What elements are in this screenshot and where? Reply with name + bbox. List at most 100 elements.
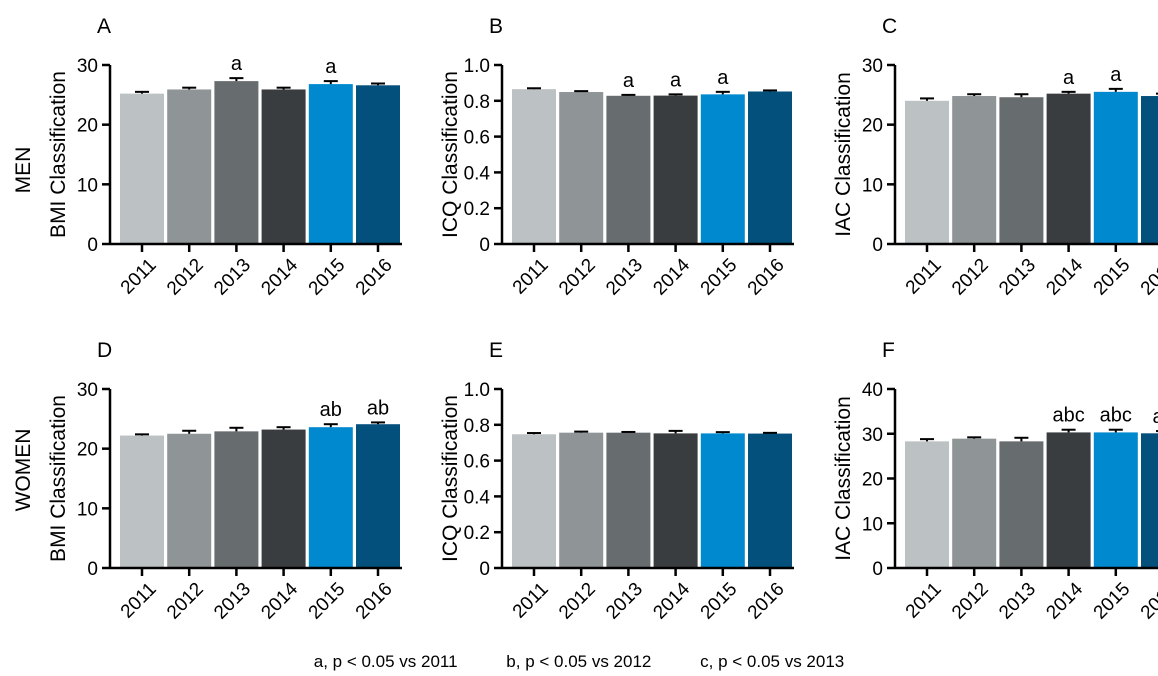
bar-2016 <box>1141 96 1158 244</box>
bar-2015 <box>700 433 745 568</box>
y-tick-label: 0 <box>87 235 98 256</box>
y-tick-label: 20 <box>862 116 883 137</box>
footnote-a: a, p < 0.05 vs 2011 <box>313 652 458 671</box>
bar-2014 <box>261 429 306 568</box>
x-tick-label: 2014 <box>257 578 302 623</box>
y-tick-label: 30 <box>862 425 883 446</box>
bar-2014 <box>1046 93 1091 244</box>
bar-2014 <box>653 95 698 244</box>
y-tick-label: 0.2 <box>464 199 490 220</box>
x-tick-label: 2013 <box>210 255 255 300</box>
row-label-women: WOMEN <box>12 429 35 512</box>
x-tick-label: 2014 <box>649 578 694 623</box>
x-tick-label: 2015 <box>697 579 742 624</box>
significance-label: a <box>325 56 337 78</box>
panel-letter-e: E <box>489 339 503 362</box>
y-tick-label: 30 <box>862 56 883 77</box>
x-tick-label: 2015 <box>1090 579 1135 624</box>
significance-label: a <box>717 67 729 89</box>
y-tick-label: 0.4 <box>464 487 491 508</box>
footnote: a, p < 0.05 vs 2011 b, p < 0.05 vs 2012 … <box>0 652 1158 672</box>
x-tick-label: 2012 <box>163 255 208 300</box>
x-tick-label: 2016 <box>744 579 789 624</box>
significance-label: abc <box>1100 405 1132 427</box>
bar-2012 <box>559 432 604 568</box>
bar-2012 <box>167 433 212 568</box>
y-tick-label: 30 <box>77 380 98 401</box>
panel-letter-a: A <box>97 15 111 38</box>
significance-label: abc <box>1052 405 1084 427</box>
bar-2015 <box>1093 432 1138 568</box>
panel-letter-b: B <box>489 15 503 38</box>
bar-2012 <box>952 438 997 568</box>
x-tick-label: 2015 <box>697 255 742 300</box>
x-tick-label: 2012 <box>948 579 993 624</box>
y-tick-label: 20 <box>862 470 883 491</box>
y-axis-label: IAC Classification <box>832 72 855 237</box>
panel-letter-f: F <box>882 339 895 362</box>
panel-letter-d: D <box>97 339 112 362</box>
bar-2013 <box>606 432 651 568</box>
x-tick-label: 2012 <box>948 255 993 300</box>
y-tick-label: 0 <box>479 235 490 256</box>
bar-2015 <box>308 84 353 245</box>
bar-2013 <box>214 431 259 568</box>
y-tick-label: 0.6 <box>464 452 490 473</box>
bar-2015 <box>700 94 745 244</box>
y-tick-label: 0 <box>872 559 883 580</box>
bar-2013 <box>606 95 651 245</box>
bar-2011 <box>120 435 164 568</box>
significance-label: ab <box>320 399 342 421</box>
x-tick-label: 2014 <box>1042 578 1087 623</box>
y-tick-label: 1.0 <box>464 380 490 401</box>
bar-2016 <box>356 424 400 568</box>
footnote-c: c, p < 0.05 vs 2013 <box>700 652 845 671</box>
bar-2016 <box>1141 433 1158 568</box>
panel-f: F IAC Classification 0 10 20 30 40 2011 2012 2013… <box>832 339 1158 623</box>
x-tick-label: 2015 <box>305 255 350 300</box>
x-tick-label: 2012 <box>555 255 600 300</box>
x-tick-label: 2013 <box>602 579 647 624</box>
bar-2013 <box>999 97 1044 244</box>
y-tick-label: 0.2 <box>464 523 490 544</box>
x-tick-label: 2012 <box>555 579 600 624</box>
bar-2011 <box>120 93 164 244</box>
y-tick-label: 30 <box>77 56 98 77</box>
y-tick-label: 1.0 <box>464 56 490 77</box>
panel-c: C IAC Classification 0 10 20 30 2011 2012 2013 a 2… <box>832 15 1158 299</box>
significance-label: a <box>1063 67 1075 89</box>
bar-2014 <box>1046 432 1091 568</box>
y-axis-label: ICQ Classification <box>439 395 462 562</box>
x-tick-label: 2016 <box>1137 255 1158 300</box>
x-tick-label: 2011 <box>509 255 553 299</box>
y-tick-label: 20 <box>77 116 98 137</box>
significance-label: a <box>670 69 682 91</box>
x-tick-label: 2013 <box>995 255 1040 300</box>
y-tick-label: 20 <box>77 440 98 461</box>
bar-2011 <box>905 441 949 568</box>
x-tick-label: 2015 <box>305 579 350 624</box>
significance-label: a <box>623 70 635 92</box>
y-tick-label: 0.8 <box>464 92 490 113</box>
y-axis-label: IAC Classification <box>832 396 855 561</box>
y-tick-label: 0 <box>872 235 883 256</box>
bar-2011 <box>905 100 949 244</box>
bar-2012 <box>559 92 604 245</box>
bar-2011 <box>512 89 556 244</box>
x-tick-label: 2015 <box>1090 255 1135 300</box>
bar-2011 <box>512 434 556 568</box>
significance-label: a <box>1110 64 1122 86</box>
significance-label: ac <box>1152 406 1158 428</box>
x-tick-label: 2011 <box>117 579 161 623</box>
bar-2015 <box>1093 91 1138 244</box>
bar-2016 <box>748 91 792 244</box>
x-tick-label: 2011 <box>902 579 946 623</box>
bar-2014 <box>261 89 306 244</box>
bar-2016 <box>356 85 400 244</box>
y-axis-label: ICQ Classification <box>439 71 462 238</box>
